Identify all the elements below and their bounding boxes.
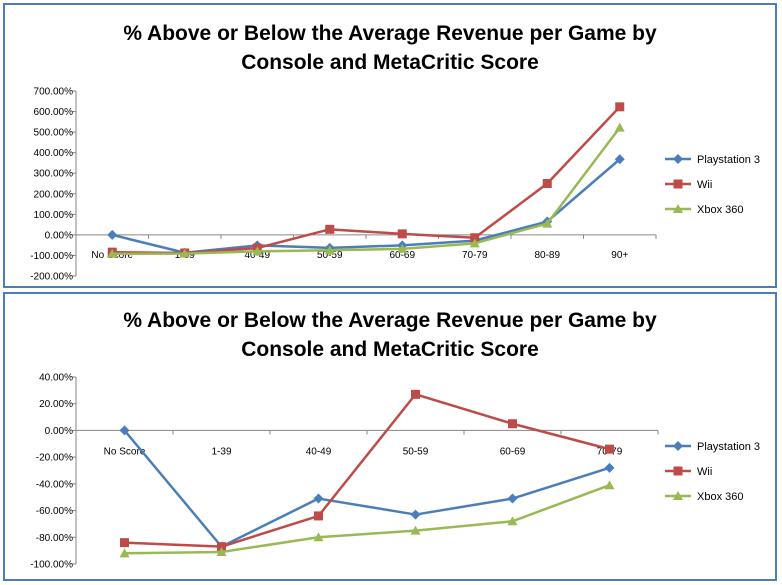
data-point [107, 248, 118, 258]
data-point [604, 462, 615, 473]
x-tick-label: 40-49 [306, 446, 332, 457]
data-point [410, 525, 421, 535]
series-line [123, 429, 610, 548]
legend-entry: Playstation 3 [697, 441, 760, 453]
y-tick-label: 20.00% [39, 399, 73, 410]
data-point [615, 102, 625, 112]
data-point [604, 480, 615, 490]
data-point [217, 542, 226, 552]
data-point [107, 229, 118, 240]
chart-title-line2: Console and MetaCritic Score [241, 338, 539, 361]
data-point [542, 218, 553, 228]
data-point [313, 532, 324, 542]
y-tick-label: -200.00% [30, 272, 73, 283]
y-tick-label: 400.00% [34, 148, 74, 159]
x-tick-label: 40-49 [244, 250, 270, 261]
data-point [605, 444, 614, 454]
y-tick-label: 500.00% [34, 128, 74, 139]
data-point [411, 389, 420, 399]
legend-marker [673, 179, 683, 189]
data-point [542, 179, 552, 188]
data-point [314, 511, 323, 521]
x-tick-label: 90+ [611, 250, 628, 261]
y-tick-label: 600.00% [34, 107, 74, 118]
series-line [124, 393, 610, 548]
legend-marker [673, 154, 683, 164]
data-point [614, 154, 625, 165]
legend-entry: Xbox 360 [697, 491, 743, 503]
y-tick-label: 300.00% [34, 169, 74, 180]
chart-panel-top: % Above or Below the Average Revenue per… [3, 3, 777, 288]
y-tick-label: 700.00% [34, 87, 74, 98]
data-point [410, 509, 421, 520]
y-tick-label: 0.00% [45, 230, 73, 241]
chart-title-line1: % Above or Below the Average Revenue per… [123, 22, 657, 45]
chart-canvas-bottom: 40.00% 20.00% 0.00% -20.00% -40.00% -60.00% -8… [30, 373, 760, 571]
data-point [119, 425, 130, 436]
x-tick-label: No Score [104, 446, 146, 457]
data-point [508, 419, 517, 429]
chart-canvas-top: 700.00% 600.00% 500.00% 400.00% 300.00% 200.0… [30, 87, 760, 283]
data-point [179, 248, 190, 258]
x-tick-label: 50-59 [317, 250, 343, 261]
legend-marker [673, 466, 683, 476]
chart-title-line1: % Above or Below the Average Revenue per… [123, 309, 657, 332]
y-tick-label: 0.00% [45, 426, 73, 437]
data-point [324, 245, 335, 255]
data-point [252, 246, 263, 256]
data-point [120, 538, 129, 548]
x-tick-label: 80-89 [534, 250, 560, 261]
y-tick-label: -40.00% [36, 479, 73, 490]
legend-entry: Wii [697, 179, 712, 191]
data-point [507, 493, 518, 504]
y-tick-label: 40.00% [39, 373, 73, 384]
data-point [119, 548, 130, 558]
data-point [397, 243, 408, 253]
y-tick-label: -100.00% [30, 560, 73, 571]
legend-entry: Wii [697, 466, 712, 478]
y-tick-label: -20.00% [36, 453, 73, 464]
series-line [124, 484, 610, 555]
y-tick-label: -60.00% [36, 506, 73, 517]
y-tick-label: -80.00% [36, 533, 73, 544]
data-point [313, 493, 324, 504]
chart-panel-bottom: % Above or Below the Average Revenue per… [3, 292, 777, 581]
legend-entry: Xbox 360 [697, 204, 743, 216]
x-tick-label: 50-59 [403, 446, 429, 457]
data-point [397, 229, 407, 239]
data-point [507, 516, 518, 526]
data-point [470, 233, 480, 243]
y-tick-label: 100.00% [34, 210, 74, 221]
legend-marker [673, 204, 683, 213]
chart-title-line2: Console and MetaCritic Score [241, 51, 539, 74]
data-point [614, 122, 625, 132]
x-tick-label: 1-39 [211, 446, 231, 457]
series-line [112, 126, 621, 256]
x-tick-label: 60-69 [500, 446, 526, 457]
x-tick-label: 70-79 [462, 250, 488, 261]
data-point [469, 238, 480, 248]
y-tick-label: -100.00% [30, 251, 73, 262]
legend-marker [673, 491, 683, 500]
x-tick-label: 60-69 [389, 250, 415, 261]
data-point [325, 224, 335, 234]
y-tick-label: 200.00% [34, 189, 74, 200]
legend-marker [673, 441, 683, 451]
data-point [216, 546, 227, 556]
legend-entry: Playstation 3 [697, 154, 760, 166]
